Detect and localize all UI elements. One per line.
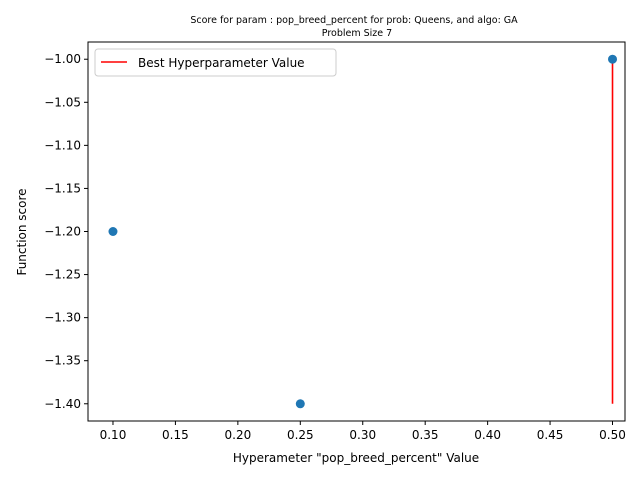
y-tick-label: −1.25: [44, 268, 81, 282]
y-axis-label: Function score: [15, 188, 29, 275]
legend: Best Hyperparameter Value: [94, 48, 337, 77]
scatter-point: [108, 227, 118, 236]
chart-title-line1: Score for param : pop_breed_percent for …: [190, 15, 518, 26]
x-tick-label: 0.40: [474, 428, 501, 442]
x-axis-label: Hyperameter "pop_breed_percent" Value: [233, 451, 479, 465]
x-tick-label: 0.10: [100, 428, 127, 442]
y-tick-label: −1.40: [44, 397, 81, 411]
x-tick-label: 0.35: [412, 428, 439, 442]
y-tick-label: −1.10: [44, 138, 81, 152]
y-tick-label: −1.00: [44, 52, 81, 66]
x-tick-label: 0.20: [225, 428, 252, 442]
y-tick-label: −1.05: [44, 95, 81, 109]
plot-frame: [87, 41, 626, 422]
plot-series: [108, 54, 618, 409]
scatter-point: [608, 54, 618, 64]
y-tick-label: −1.35: [44, 354, 81, 368]
legend-box: [94, 48, 337, 77]
x-tick-label: 0.45: [537, 428, 564, 442]
y-tick-label: −1.15: [44, 181, 81, 195]
x-tick-label: 0.30: [349, 428, 376, 442]
x-axis-ticks: 0.10 0.15 0.20 0.25 0.30 0.35 0.40 0.45 0.50: [100, 421, 626, 442]
legend-entry-best-hyperparameter: Best Hyperparameter Value: [138, 56, 305, 70]
y-axis-ticks: −1.00 −1.05 −1.10 −1.15 −1.20 −1.25 −1.30 −1.35…: [44, 52, 88, 411]
scatter-point: [295, 399, 305, 409]
chart-title-line2: Problem Size 7: [322, 28, 392, 39]
x-tick-label: 0.50: [599, 428, 626, 442]
x-tick-label: 0.15: [162, 428, 189, 442]
x-tick-label: 0.25: [287, 428, 314, 442]
y-tick-label: −1.30: [44, 311, 81, 325]
y-tick-label: −1.20: [44, 225, 81, 239]
